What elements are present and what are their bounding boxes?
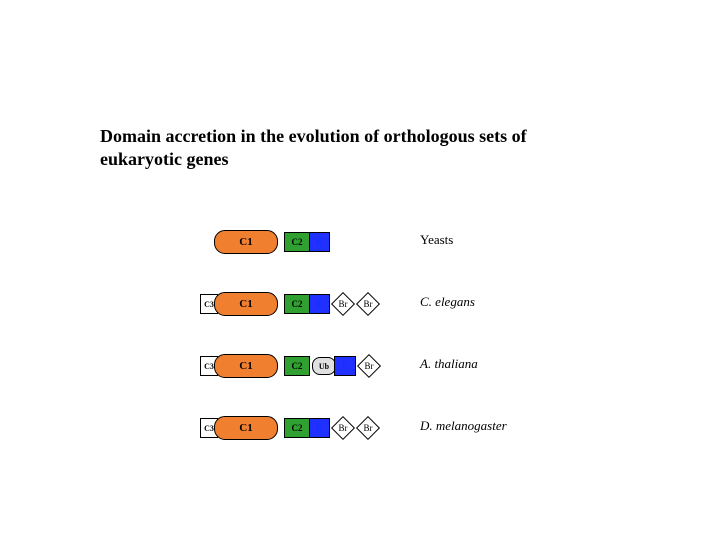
gene-row: C3C1C2BBrBr <box>200 290 380 318</box>
domain-c2: C2 <box>284 294 310 314</box>
domain-br: Br <box>331 419 355 437</box>
gene-row: C1 C2B <box>214 228 330 256</box>
domain-c1: C1 <box>214 230 278 254</box>
gene-row: C3C1C2BBrBr <box>200 414 380 442</box>
species-label: D. melanogaster <box>420 418 507 434</box>
domain-blue: B <box>308 232 330 252</box>
species-label: C. elegans <box>420 294 475 310</box>
domain-c1: C1 <box>214 354 278 378</box>
domain-br: Br <box>356 295 380 313</box>
domain-ub: Ub <box>312 357 336 375</box>
domain-blue: B <box>308 294 330 314</box>
domain-c2: C2 <box>284 418 310 438</box>
domain-br: Br <box>331 295 355 313</box>
species-label: Yeasts <box>420 232 453 248</box>
domain-blue: B <box>334 356 356 376</box>
domain-c2: C2 <box>284 232 310 252</box>
domain-c1: C1 <box>214 292 278 316</box>
domain-br: Br <box>357 357 381 375</box>
domain-blue: B <box>308 418 330 438</box>
gene-row: C3C1C2UbBBr <box>200 352 381 380</box>
domain-c2: C2 <box>284 356 310 376</box>
species-label: A. thaliana <box>420 356 478 372</box>
diagram-title: Domain accretion in the evolution of ort… <box>100 125 600 170</box>
domain-br: Br <box>356 419 380 437</box>
domain-c1: C1 <box>214 416 278 440</box>
